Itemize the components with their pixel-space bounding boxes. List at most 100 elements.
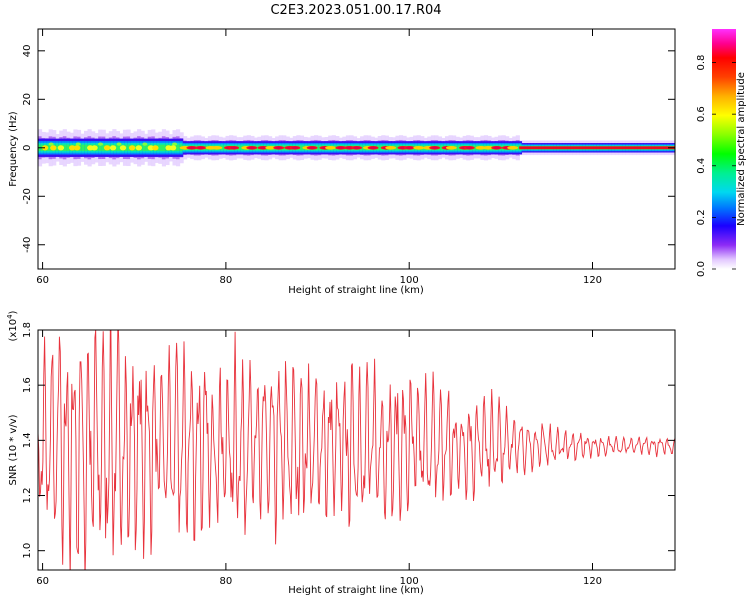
spectrogram-band-cell — [315, 145, 320, 151]
spectrogram-peak-core — [465, 146, 473, 149]
spectrogram-y-tick-label: 20 — [22, 93, 33, 106]
spectrogram-x-tick-label: 100 — [400, 275, 419, 286]
spectrogram-band-cell — [145, 144, 149, 151]
spectrogram-peak — [41, 145, 49, 151]
spectrogram-peak-core — [230, 146, 238, 149]
spectrogram-center-core — [519, 147, 675, 149]
spectrogram-peak — [147, 145, 155, 151]
spectrogram-peak — [445, 145, 457, 150]
spectrogram-side-peak — [142, 142, 148, 146]
spectrogram-heatmap — [38, 129, 675, 167]
colorbar-tick-label: 0.2 — [696, 209, 707, 225]
snr-x-axis-label: Height of straight line (km) — [288, 585, 424, 596]
snr-x-tick-label: 120 — [583, 576, 602, 587]
spectrogram-side-peak — [98, 142, 104, 146]
spectrogram-band-cell — [81, 144, 85, 151]
colorbar-tick-label: 0.8 — [696, 55, 707, 71]
snr-y-tick-label: 1.8 — [22, 322, 33, 338]
spectrogram-peak — [135, 145, 143, 151]
spectrogram-band-cell — [46, 144, 51, 151]
snr-frame — [37, 329, 676, 571]
snr-y-axis-label: SNR (10 * v/v) — [8, 414, 19, 485]
spectrogram-panel: 60 80 100 120 -40 -20 0 20 40 Height of straigh… — [8, 28, 676, 296]
spectrogram-peak — [109, 145, 117, 151]
spectrogram-peak — [68, 145, 76, 151]
spectrogram-peak — [57, 145, 65, 151]
spectrogram-x-axis-label: Height of straight line (km) — [288, 285, 424, 296]
spectrogram-frame — [37, 28, 676, 270]
spectrogram-y-tick-label: 40 — [22, 44, 33, 57]
snr-x-ticks: 60 80 100 120 — [36, 330, 602, 587]
spectrogram-peak-core — [291, 146, 299, 149]
spectrogram-band-cell — [101, 144, 106, 151]
colorbar-label: Normalized spectral amplitude — [736, 72, 747, 226]
snr-y-tick-label: 1.4 — [22, 432, 33, 448]
spectrogram-band-cell — [55, 144, 59, 151]
snr-x-tick-label: 100 — [400, 576, 419, 587]
snr-x-tick-label: 60 — [36, 576, 49, 587]
spectrogram-peak — [413, 145, 425, 150]
spectrogram-y-axis-label: Frequency (Hz) — [8, 111, 19, 187]
snr-y-tick-label: 1.0 — [22, 543, 33, 559]
spectrogram-band-cell — [237, 145, 242, 151]
spectrogram-peak-core — [369, 146, 377, 149]
colorbar-tick-label: 0.4 — [696, 158, 707, 174]
spectrogram-band-cell — [176, 144, 181, 151]
spectrogram-y-tick-label: 0 — [22, 145, 33, 151]
spectrogram-peak — [103, 145, 111, 151]
spectrogram-peak-core — [493, 146, 501, 149]
spectrogram-band-cell — [66, 144, 71, 151]
colorbar-tick-label: 0.6 — [696, 106, 707, 122]
colorbar: 0.0 0.2 0.4 0.6 0.8 Normalized spectral ampl… — [696, 29, 747, 277]
spectrogram-band-cell — [84, 144, 88, 151]
snr-y-scale-factor: (x104) — [6, 310, 19, 341]
spectrogram-peak-core — [431, 146, 439, 149]
snr-x-tick-label: 80 — [220, 576, 233, 587]
spectrogram-side-peak — [172, 142, 178, 146]
spectrogram-y-tick-label: -20 — [22, 188, 33, 204]
spectrogram-peak — [128, 145, 136, 151]
spectrogram-band-cell — [98, 144, 103, 151]
spectrogram-band-cell — [64, 144, 68, 151]
colorbar-tick-label: 0.0 — [696, 261, 707, 277]
spectrogram-peak — [50, 145, 57, 151]
spectrogram-peak — [482, 145, 494, 150]
spectrogram-peak — [385, 145, 397, 150]
spectrogram-band-cell — [116, 144, 120, 151]
spectrogram-peak — [169, 145, 177, 151]
spectrogram-peak-core — [259, 146, 267, 149]
spectrogram-peak — [73, 145, 81, 151]
spectrogram-peak — [165, 145, 172, 151]
spectrogram-x-tick-label: 60 — [36, 275, 49, 286]
spectrogram-peak — [325, 145, 337, 150]
spectrogram-side-peak — [48, 142, 54, 146]
snr-y-tick-label: 1.2 — [22, 488, 33, 504]
spectrogram-peak — [507, 145, 519, 150]
colorbar-ticks: 0.0 0.2 0.4 0.6 0.8 — [696, 55, 736, 277]
spectrogram-y-ticks: -40 -20 0 20 40 — [22, 44, 675, 253]
spectrogram-peak-core — [405, 146, 413, 149]
spectrogram-band-cell — [162, 144, 166, 151]
snr-y-ticks: 1.0 1.2 1.4 1.6 1.8 — [22, 322, 675, 559]
spectrogram-peak-core — [188, 146, 196, 149]
spectrogram-peak-core — [308, 146, 316, 149]
spectrogram-y-tick-label: -40 — [22, 237, 33, 253]
figure-title: C2E3.2023.051.00.17.R04 — [270, 3, 441, 18]
spectrogram-peak — [152, 145, 159, 151]
spectrogram-peak-core — [275, 146, 283, 149]
spectrogram-peak — [119, 145, 127, 151]
colorbar-gradient — [712, 29, 736, 269]
spectrogram-side-peak — [116, 142, 122, 146]
spectrogram-peak-core — [346, 146, 354, 149]
spectrogram-x-ticks: 60 80 100 120 — [36, 29, 602, 286]
spectrogram-band-cell — [124, 144, 129, 151]
spectrogram-peak-core — [337, 146, 345, 149]
spectrogram-peak-core — [197, 146, 205, 149]
spectrogram-band-cell — [142, 144, 146, 151]
snr-series-line — [38, 330, 675, 570]
spectrogram-side-peak — [75, 142, 81, 146]
spectrogram-peak — [91, 145, 98, 151]
snr-y-tick-label: 1.6 — [22, 377, 33, 393]
spectrogram-peak — [265, 145, 277, 150]
